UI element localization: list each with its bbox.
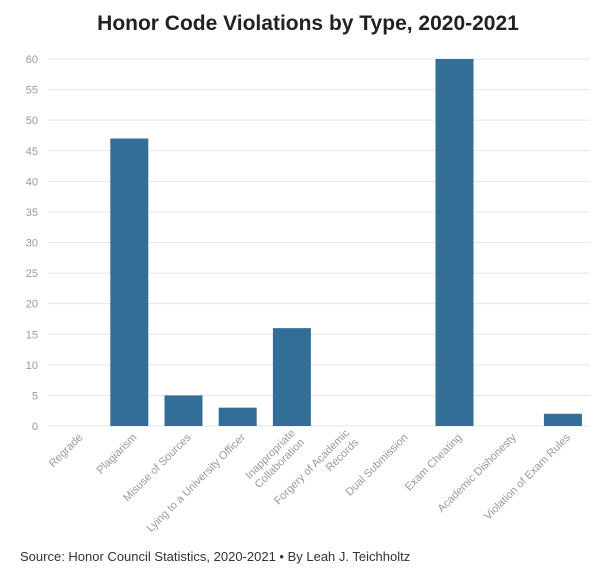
y-tick-label: 15	[26, 329, 38, 341]
y-tick-label: 50	[26, 115, 38, 127]
y-tick-label: 5	[32, 390, 38, 402]
bar	[272, 328, 311, 426]
bar	[218, 407, 257, 426]
x-tick-label: Plagiarism	[95, 432, 140, 477]
y-tick-label: 25	[26, 268, 38, 280]
chart-title: Honor Code Violations by Type, 2020-2021	[97, 12, 519, 35]
x-tick-label: Regrade	[47, 432, 85, 470]
y-tick-label: 45	[26, 146, 38, 158]
x-tick-label: Exam Cheating	[403, 432, 465, 494]
y-tick-label: 10	[26, 360, 38, 372]
bar	[435, 59, 474, 426]
y-tick-label: 30	[26, 238, 38, 250]
y-tick-label: 40	[26, 176, 38, 188]
y-tick-label: 60	[26, 54, 38, 66]
y-tick-label: 35	[26, 207, 38, 219]
source-note: Source: Honor Council Statistics, 2020-2…	[20, 549, 411, 564]
bar	[164, 395, 203, 426]
bar	[110, 138, 149, 426]
x-tick-label: Lying to a University Officer	[145, 431, 248, 534]
y-tick-label: 0	[32, 421, 38, 433]
y-tick-label: 20	[26, 299, 38, 311]
y-tick-label: 55	[26, 85, 38, 97]
bar	[543, 413, 582, 426]
